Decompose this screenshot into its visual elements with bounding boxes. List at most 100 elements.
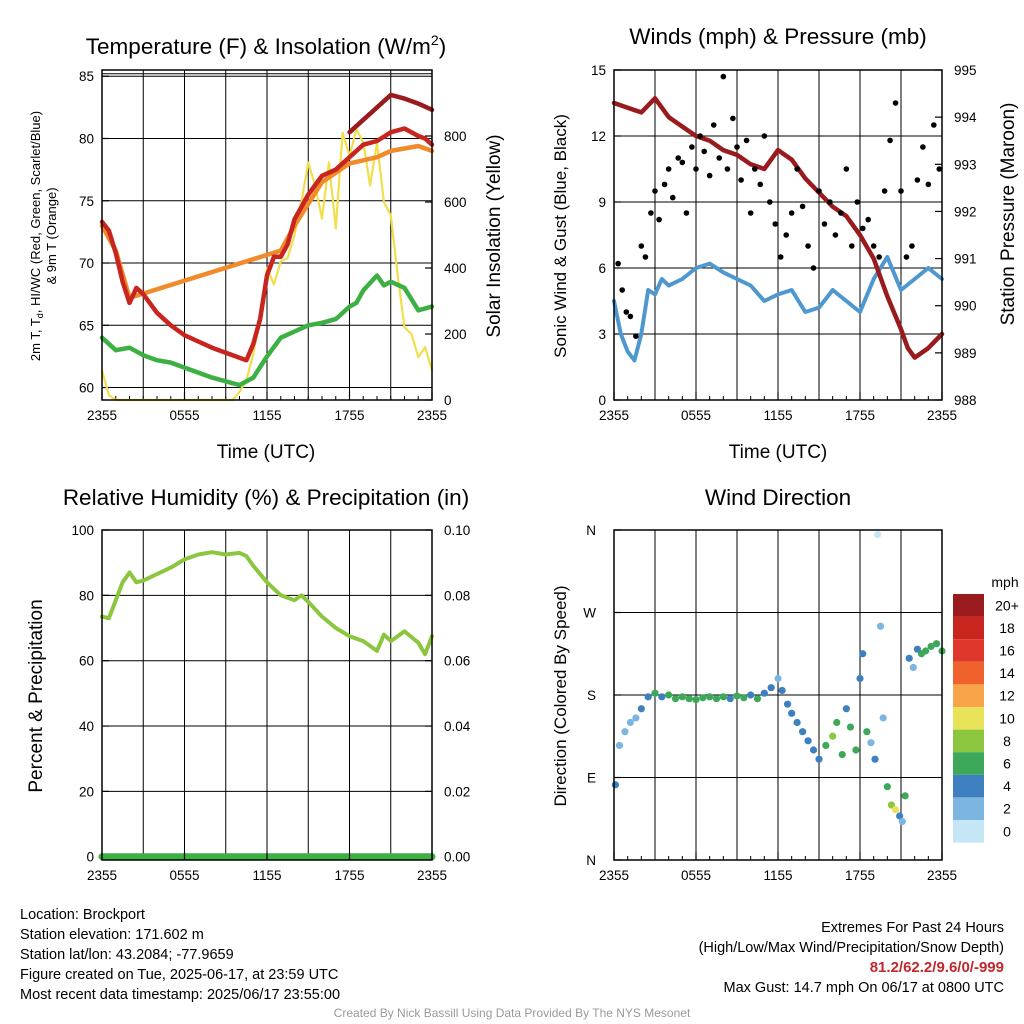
gust-point xyxy=(854,199,861,205)
x-tick-label: 1155 xyxy=(252,408,281,423)
direction-point xyxy=(838,750,846,759)
y-tick-label-right: 993 xyxy=(954,157,977,172)
extremes-subtitle: (High/Low/Max Wind/Precipitation/Snow De… xyxy=(698,940,1004,956)
gust-point xyxy=(805,243,811,249)
x-tick-label: 2355 xyxy=(87,408,117,423)
y-tick-label: 60 xyxy=(79,654,94,669)
extremes-values: 81.2/62.2/9.6/0/-999 xyxy=(869,959,1004,976)
gust-point xyxy=(936,166,943,172)
gust-point xyxy=(656,216,662,223)
gust-point xyxy=(920,144,926,150)
dir-title: Wind Direction xyxy=(705,485,851,510)
gust-point xyxy=(881,188,888,194)
x-tick-label: 2355 xyxy=(927,408,957,423)
gust-point xyxy=(633,333,639,340)
y-tick-label-right: 0.10 xyxy=(444,523,470,538)
legend-swatch xyxy=(953,616,984,640)
gust-point xyxy=(821,221,828,227)
y-tick-label-right: 0.02 xyxy=(444,784,470,799)
gust-point xyxy=(623,309,630,315)
gust-point xyxy=(849,243,855,249)
gust-point xyxy=(669,194,676,201)
y-tick-label-right: 200 xyxy=(444,327,467,342)
direction-point xyxy=(626,718,635,727)
temp-ylabel-left: 2m T, Td, HI/WC (Red, Green, Scarlet/Blu… xyxy=(28,111,45,361)
plot-frame xyxy=(613,69,943,401)
gust-point xyxy=(767,199,773,205)
y-tick-label: 0 xyxy=(86,850,94,865)
direction-point xyxy=(671,695,680,703)
gust-point xyxy=(925,181,932,188)
legend-label: 12 xyxy=(999,688,1015,704)
direction-point xyxy=(611,781,619,789)
gust-point xyxy=(898,188,904,194)
x-tick-label: 1155 xyxy=(763,408,792,423)
gust-point xyxy=(701,148,707,155)
direction-point xyxy=(678,693,686,701)
y-tick-label-right: 994 xyxy=(954,110,977,125)
series-2m-t xyxy=(99,126,435,363)
x-tick-label: 1755 xyxy=(334,408,364,423)
gust-point xyxy=(648,210,654,216)
gust-point xyxy=(675,155,682,161)
y-tick-label: N xyxy=(586,523,596,538)
legend-label: 0 xyxy=(1003,823,1011,839)
direction-point xyxy=(932,640,941,648)
gust-point xyxy=(730,115,736,122)
gust-point xyxy=(799,203,806,210)
y-tick-label: 12 xyxy=(591,129,606,144)
direction-point xyxy=(922,647,930,655)
x-tick-label: 1155 xyxy=(763,868,792,883)
gust-point xyxy=(887,137,893,144)
x-tick-label: 0555 xyxy=(169,868,199,883)
direction-point xyxy=(901,792,909,800)
location: Location: Brockport xyxy=(20,907,145,923)
direction-point xyxy=(658,693,666,701)
y-tick-label: 65 xyxy=(79,318,94,333)
gust-point xyxy=(876,254,882,260)
direction-point xyxy=(871,755,879,763)
credit: Created By Nick Bassill Using Data Provi… xyxy=(333,1006,691,1020)
gust-point xyxy=(693,166,699,172)
y-tick-label: 70 xyxy=(79,256,94,271)
gust-point xyxy=(638,243,645,249)
legend-swatch xyxy=(953,752,984,775)
legend-label: 6 xyxy=(1003,756,1011,772)
wind-chart: 0 3 6 9 12 15 988 989 990 991 992 993 994 995 2355 0555… xyxy=(591,63,977,423)
y-tick-label: 0 xyxy=(598,393,606,408)
station-info: Location: Brockport Station elevation: 1… xyxy=(20,905,340,1005)
y-tick-label: 20 xyxy=(79,784,94,799)
legend-swatch xyxy=(953,774,984,798)
x-tick-label: 1755 xyxy=(845,408,875,423)
legend-label: 14 xyxy=(999,665,1015,681)
y-tick-label-right: 988 xyxy=(954,393,977,408)
direction-point xyxy=(783,700,792,708)
direction-point xyxy=(883,783,891,791)
gust-point xyxy=(747,210,754,216)
gust-point xyxy=(892,100,899,106)
rh-chart: 0 20 40 60 80 100 0.00 0.02 0.04 0.06 0.08 0.10 2355… xyxy=(71,523,470,883)
legend-swatch xyxy=(953,729,984,753)
x-tick-label: 2355 xyxy=(87,868,117,883)
direction-point xyxy=(833,718,841,727)
y-tick-label: 75 xyxy=(79,194,94,209)
gust-point xyxy=(619,287,625,293)
gust-point xyxy=(716,155,723,161)
legend-swatch xyxy=(953,820,984,843)
recent-timestamp: Most recent data timestamp: 2025/06/17 2… xyxy=(20,987,341,1003)
y-tick-label: 80 xyxy=(79,131,94,146)
y-tick-label: N xyxy=(586,853,596,868)
y-tick-label: S xyxy=(587,688,596,703)
direction-point xyxy=(726,695,734,703)
gust-point xyxy=(843,166,850,172)
gust-point xyxy=(794,166,800,172)
direction-point xyxy=(879,714,887,722)
dir-ylabel-left: Direction (Colored By Speed) xyxy=(551,585,570,806)
wind-xlabel: Time (UTC) xyxy=(729,442,828,463)
gust-point xyxy=(642,254,649,260)
gust-point xyxy=(859,225,866,232)
y-tick-label: 6 xyxy=(598,261,606,276)
gust-point xyxy=(838,210,844,216)
